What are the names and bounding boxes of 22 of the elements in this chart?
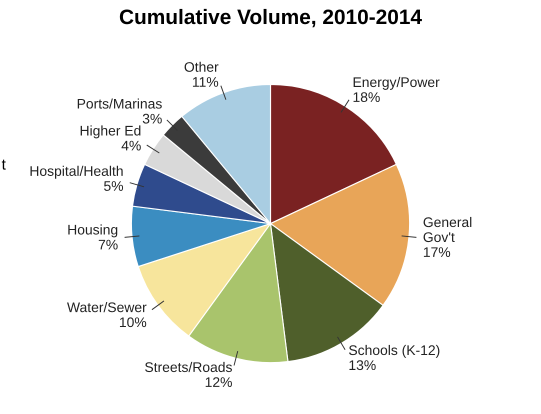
chart-title: Cumulative Volume, 2010-2014 [120, 8, 422, 28]
data-label: 4% [122, 140, 141, 150]
data-label: 18% [354, 92, 380, 102]
slice-label: Higher Ed [80, 125, 140, 138]
data-label: 7% [98, 240, 118, 250]
slice-label: Schools (K-12) [349, 344, 440, 358]
slice-label: Streets/Roads [145, 362, 232, 372]
data-label: 10% [120, 317, 146, 328]
slice-label: Water/Sewer [67, 302, 146, 312]
text: t [2, 160, 6, 170]
data-label: 5% [104, 181, 124, 191]
slice-label: Other [184, 62, 218, 72]
data-label: 11% [192, 77, 218, 87]
slice-label: Energy/Power [354, 76, 440, 90]
slice-label: Housing [68, 224, 118, 238]
slice-label: Ports/Marinas [78, 98, 162, 109]
data-label: 13% [349, 360, 376, 370]
data-label: 12% [206, 377, 232, 387]
slice-label: General Gov't [424, 216, 472, 242]
slice-label: Hospital/Health [30, 166, 123, 179]
data-label: 17% [424, 247, 450, 257]
data-label: 3% [142, 114, 162, 124]
